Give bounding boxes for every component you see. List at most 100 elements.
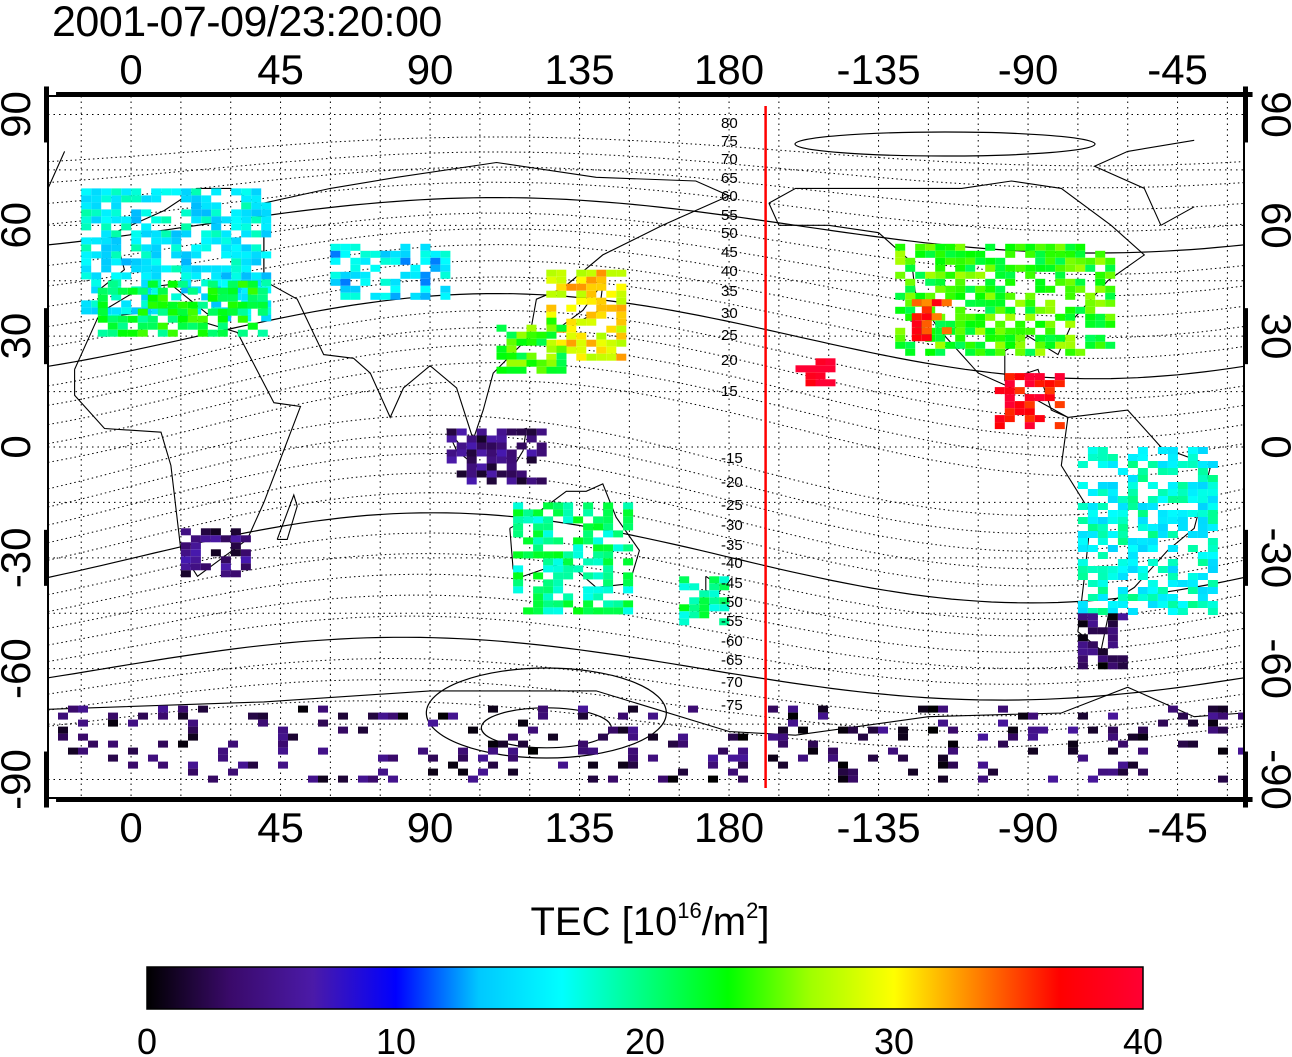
tec-cell <box>518 719 528 727</box>
tec-cell <box>211 216 222 224</box>
magnetic-contour <box>48 244 1244 318</box>
tec-cell <box>556 359 567 367</box>
tec-cell <box>596 283 607 291</box>
tec-cell <box>815 358 826 366</box>
tec-cell <box>1077 573 1088 580</box>
tec-cell <box>583 572 594 580</box>
tec-cell <box>171 244 182 252</box>
tec-cell <box>1137 545 1148 552</box>
tec-cell <box>905 341 916 349</box>
tec-cell <box>208 775 218 783</box>
tec-cell <box>998 705 1008 713</box>
tec-cell <box>1028 747 1038 755</box>
tec-cell <box>1097 573 1108 580</box>
y-tick-label-left: -30 <box>0 527 39 588</box>
tec-cell <box>81 216 92 224</box>
tec-cell <box>161 237 172 245</box>
tec-cell <box>1004 415 1015 423</box>
tec-cell <box>1085 320 1096 328</box>
contour-label: -20 <box>721 474 743 491</box>
tec-cell <box>616 297 627 305</box>
tec-cell <box>237 315 248 323</box>
contour-label: 70 <box>721 151 738 168</box>
tec-cell <box>688 705 698 713</box>
tec-cell <box>709 597 720 605</box>
tec-cell <box>1167 559 1178 566</box>
tec-cell <box>197 315 208 323</box>
tec-cell <box>251 272 262 280</box>
tec-cell <box>815 365 826 373</box>
tec-cell <box>278 740 288 748</box>
tec-cell <box>141 293 152 301</box>
tec-cell <box>211 237 222 245</box>
tec-cell <box>699 604 710 612</box>
colorbar-title-prefix: TEC [10 <box>530 900 678 944</box>
tec-cell <box>178 740 188 748</box>
tec-cell <box>576 332 587 340</box>
tec-cell <box>398 712 408 720</box>
tec-cell <box>238 761 248 769</box>
tec-cell <box>1098 768 1108 776</box>
tec-cell <box>241 230 252 238</box>
tec-cell <box>955 243 966 251</box>
tec-cell <box>905 299 916 307</box>
tec-cell <box>719 604 730 612</box>
tec-cell <box>1087 566 1098 573</box>
tec-cell <box>1157 587 1168 594</box>
tec-cell <box>488 747 498 755</box>
tec-cell <box>446 428 457 436</box>
tec-cell <box>107 280 118 288</box>
tec-cell <box>516 428 527 436</box>
tec-cell <box>1117 587 1128 594</box>
tec-cell <box>516 477 527 485</box>
tec-cell <box>553 537 564 545</box>
y-tick-label-right: 30 <box>1253 313 1292 360</box>
tec-cell <box>955 306 966 314</box>
tec-cell <box>117 315 128 323</box>
tec-cell <box>689 583 700 591</box>
tec-cell <box>141 265 152 273</box>
tec-cell <box>1105 320 1116 328</box>
tec-cell <box>1107 634 1118 642</box>
tec-cell <box>1087 648 1098 656</box>
tec-cell <box>908 768 918 776</box>
tec-cell <box>1065 278 1076 286</box>
tec-cell <box>330 243 341 251</box>
tec-cell <box>1054 422 1065 430</box>
tec-cell <box>556 345 567 353</box>
tec-cell <box>606 304 617 312</box>
tec-cell <box>190 556 201 564</box>
y-tick-label-left: -60 <box>0 638 39 699</box>
tec-cell <box>543 523 554 531</box>
tec-cell <box>1075 257 1086 265</box>
tec-cell <box>171 265 182 273</box>
tec-cell <box>623 579 634 587</box>
tec-cell <box>533 544 544 552</box>
tec-cell <box>573 544 584 552</box>
tec-cell <box>1025 292 1036 300</box>
tec-cell <box>1157 468 1168 475</box>
tec-cell <box>1107 662 1118 670</box>
tec-cell <box>538 705 548 713</box>
tec-cell <box>918 705 928 713</box>
tec-cell <box>925 271 936 279</box>
tec-cell <box>578 705 588 713</box>
tec-cell <box>1177 489 1188 496</box>
tec-cell <box>536 449 547 457</box>
tec-cell <box>1055 278 1066 286</box>
tec-cell <box>486 463 497 471</box>
tec-cell <box>111 272 122 280</box>
tec-cell <box>420 243 431 251</box>
coastline <box>48 139 1195 226</box>
tec-cell <box>616 325 627 333</box>
tec-cell <box>68 747 78 755</box>
tec-cell <box>988 768 998 776</box>
tec-cell <box>258 719 268 727</box>
tec-cell <box>251 209 262 217</box>
tec-cell <box>948 747 958 755</box>
tec-cell <box>985 264 996 272</box>
tec-cell <box>190 563 201 571</box>
tec-cell <box>938 719 948 727</box>
tec-cell <box>231 251 242 259</box>
tec-cell <box>91 300 102 308</box>
